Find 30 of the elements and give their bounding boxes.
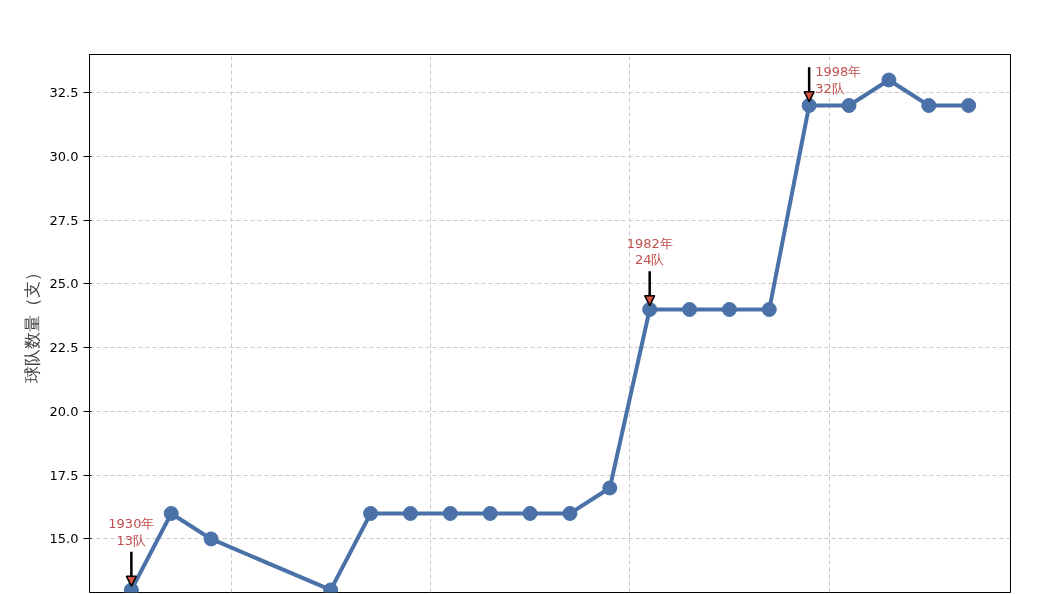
y-tick-label: 20.0 xyxy=(49,403,79,419)
point xyxy=(881,72,897,88)
y-tick-label: 27.5 xyxy=(49,212,79,228)
y-tick-label: 17.5 xyxy=(49,467,79,483)
point xyxy=(602,480,618,496)
point xyxy=(203,531,219,547)
point xyxy=(562,505,578,521)
y-tick-label: 15.0 xyxy=(49,531,79,547)
point xyxy=(482,505,498,521)
annotation: 1982年 24队 xyxy=(626,235,673,268)
point xyxy=(761,301,777,317)
y-axis-title: 球队数量（支） xyxy=(21,264,42,383)
point xyxy=(642,301,658,317)
point xyxy=(363,505,379,521)
y-tick-label: 25.0 xyxy=(49,276,79,292)
point xyxy=(163,505,179,521)
point xyxy=(841,98,857,113)
point xyxy=(442,505,458,521)
point xyxy=(721,301,737,317)
point xyxy=(921,98,937,113)
point xyxy=(682,301,698,317)
annotation: 1998年 32队 xyxy=(815,64,862,96)
y-tick-label: 32.5 xyxy=(49,85,79,101)
point xyxy=(522,505,538,521)
point xyxy=(801,98,817,113)
y-tick-label: 22.5 xyxy=(49,340,79,356)
point xyxy=(961,98,977,113)
point xyxy=(402,505,418,521)
y-tick-label: 30.0 xyxy=(49,148,79,164)
annotation: 1930年 13队 xyxy=(108,516,155,548)
